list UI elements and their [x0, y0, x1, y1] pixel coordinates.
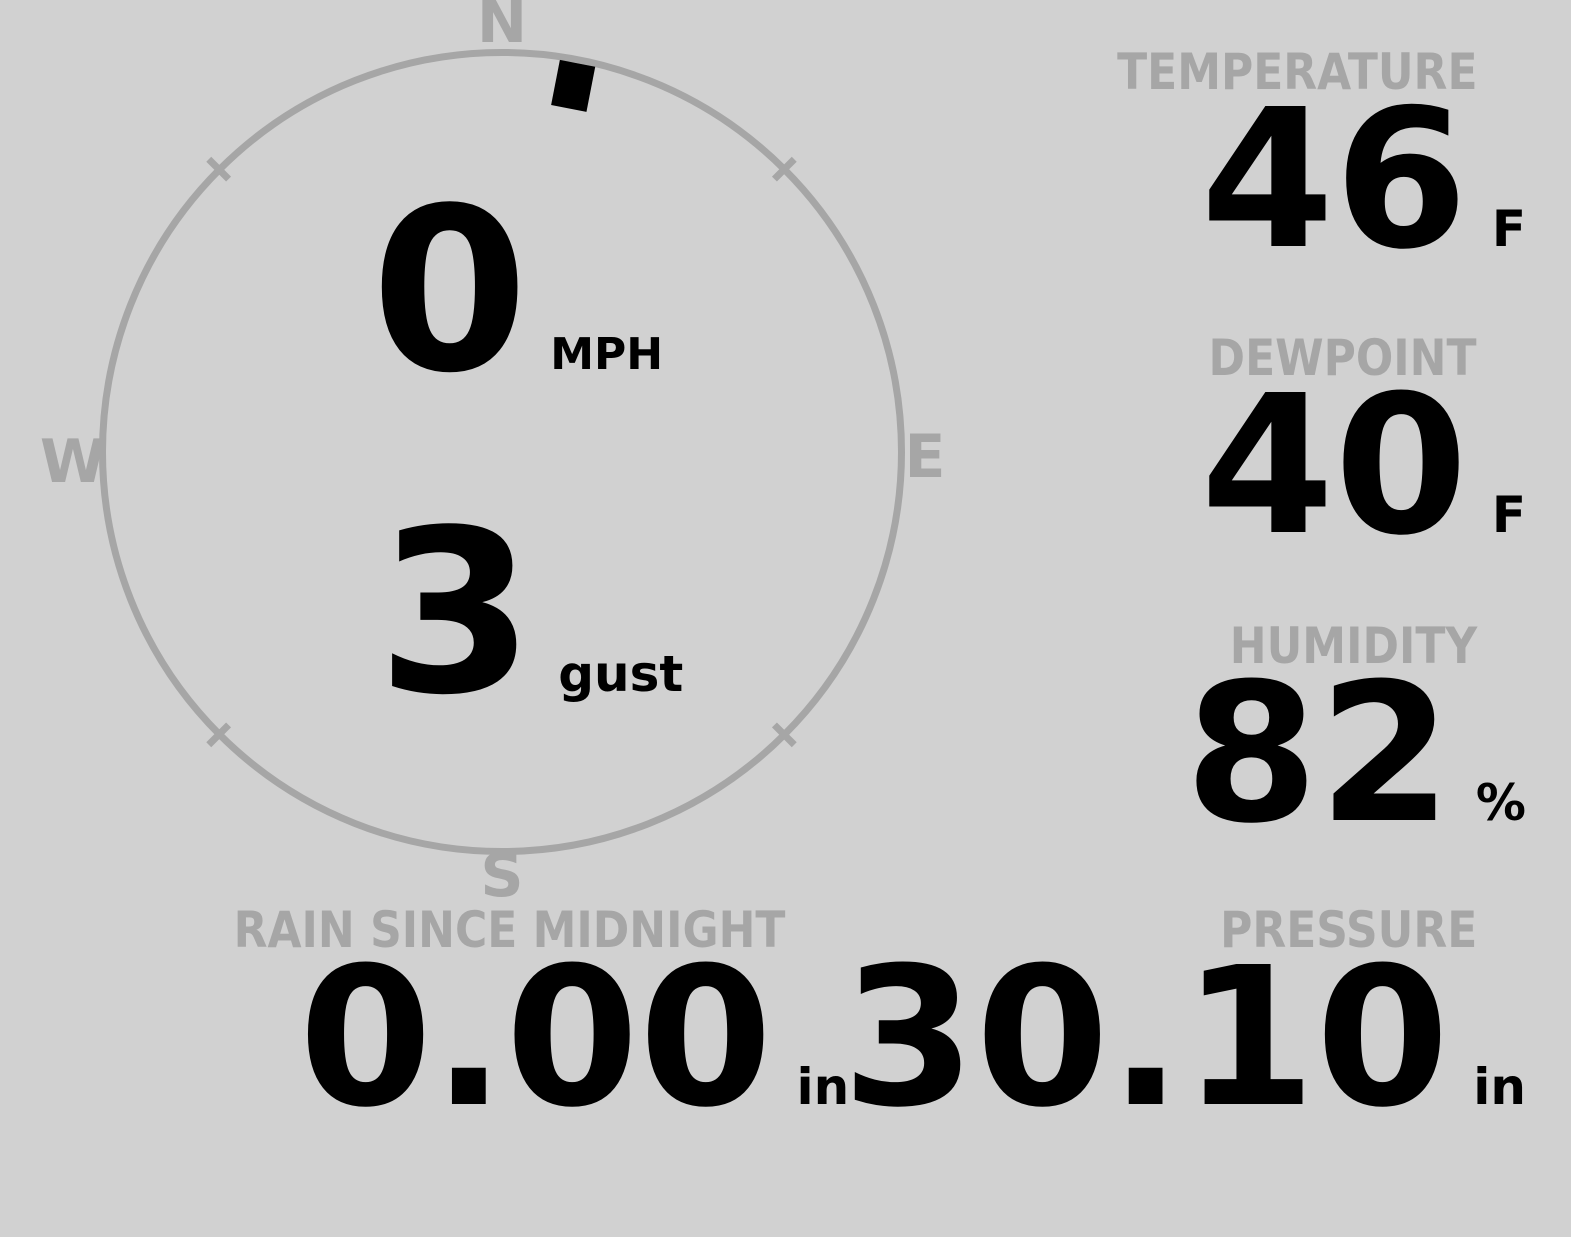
dewpoint-label: DEWPOINT — [1209, 329, 1477, 387]
pressure-value: 30.10 — [841, 927, 1450, 1150]
pressure-value-row: 30.10 in — [842, 943, 1526, 1135]
wind-gust-value: 3 — [377, 482, 535, 745]
dewpoint-unit: F — [1491, 486, 1526, 544]
metric-humidity[interactable]: HUMIDITY 82 % — [1185, 621, 1526, 851]
wind-gust-row: 3 gust — [377, 501, 683, 727]
metric-dewpoint[interactable]: DEWPOINT 40 F — [1172, 333, 1526, 563]
metric-pressure[interactable]: PRESSURE 30.10 in — [842, 905, 1526, 1135]
dewpoint-value: 40 — [1200, 355, 1468, 578]
temperature-value: 46 — [1200, 69, 1468, 292]
metric-rain-since-midnight[interactable]: RAIN SINCE MIDNIGHT 0.00 in — [202, 901, 849, 1135]
wind-speed-value: 0 — [371, 160, 529, 423]
humidity-value-row: 82 % — [1185, 659, 1526, 851]
wind-speed-unit: MPH — [550, 329, 664, 380]
wind-speed-row: 0 MPH — [371, 179, 663, 405]
rain-value-row: 0.00 in — [299, 943, 849, 1135]
compass-circle — [99, 49, 905, 855]
rain-label: RAIN SINCE MIDNIGHT — [234, 901, 786, 959]
compass-cardinal-north: N — [476, 0, 528, 57]
humidity-unit: % — [1475, 774, 1526, 832]
wind-gust-unit: gust — [558, 645, 684, 703]
compass-cardinal-west: W — [39, 427, 107, 497]
humidity-value: 82 — [1184, 643, 1452, 866]
rain-value: 0.00 — [298, 927, 773, 1150]
temperature-unit: F — [1491, 200, 1526, 258]
rain-unit: in — [796, 1058, 850, 1116]
temperature-value-row: 46 F — [1201, 85, 1526, 277]
compass-cardinal-south: S — [480, 841, 524, 911]
temperature-label: TEMPERATURE — [1116, 43, 1477, 101]
pressure-unit: in — [1473, 1058, 1526, 1116]
dewpoint-value-row: 40 F — [1201, 371, 1526, 563]
humidity-label: HUMIDITY — [1229, 617, 1477, 675]
metric-temperature[interactable]: TEMPERATURE 46 F — [1068, 43, 1526, 277]
pressure-label: PRESSURE — [1219, 901, 1477, 959]
compass-cardinal-east: E — [904, 422, 946, 492]
wind-compass-gauge[interactable]: N E S W 0 MPH 3 gust — [40, 0, 946, 906]
